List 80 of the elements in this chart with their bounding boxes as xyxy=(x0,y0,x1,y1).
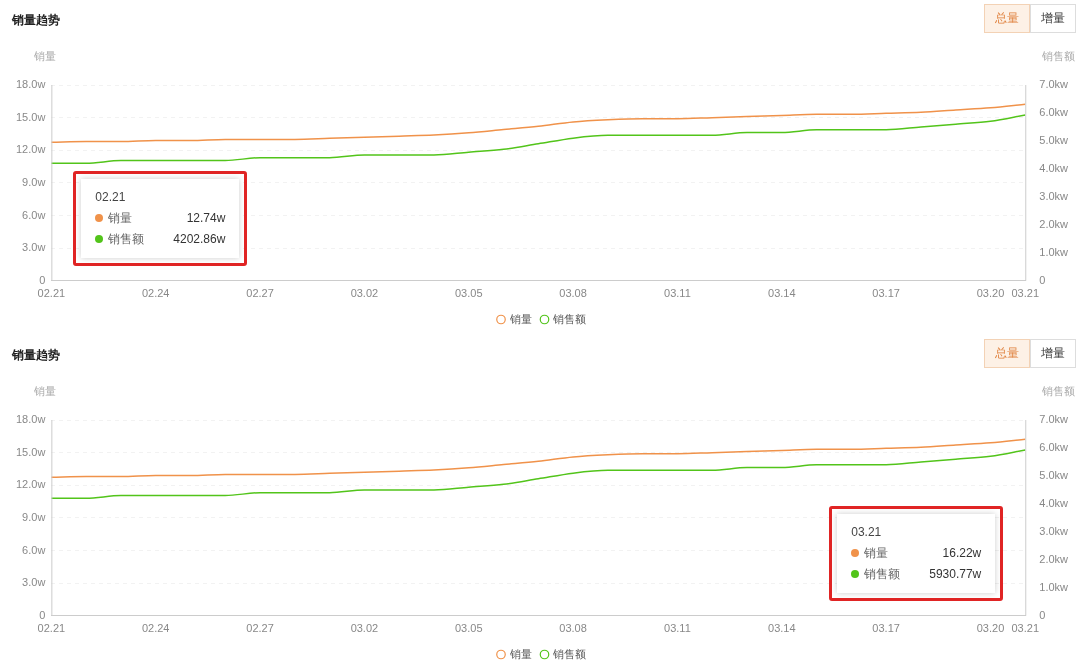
x-tick-label: 03.21 xyxy=(1011,287,1040,300)
x-tick-label: 03.20 xyxy=(976,622,1005,635)
y-tick-label: 12.0w xyxy=(15,143,46,156)
x-tick-label: 02.24 xyxy=(141,622,170,635)
y-tick-label: 12.0w xyxy=(15,478,46,491)
y-tick-label: 6.0w xyxy=(22,543,46,556)
x-tick-label: 03.02 xyxy=(350,622,379,635)
y2-tick-label: 1.0kw xyxy=(1039,580,1069,593)
text: 总量 xyxy=(984,4,1030,33)
annotation: 02.21 xyxy=(95,188,127,206)
y-tick-label: 15.0w xyxy=(15,445,46,458)
text: 增量 xyxy=(1030,339,1076,368)
annotation: 03.21 xyxy=(851,523,883,541)
x-tick-label: 02.21 xyxy=(37,287,66,300)
x-tick-label: 03.05 xyxy=(454,287,483,300)
y2-tick-label: 0 xyxy=(1039,608,1046,621)
y2-axis-title: 销售额 xyxy=(1041,385,1075,398)
x-tick-label: 03.20 xyxy=(976,287,1005,300)
annotation: 销售额 xyxy=(864,565,901,583)
y-axis-title: 销量 xyxy=(33,385,56,398)
x-tick-label: 03.11 xyxy=(664,287,691,300)
y2-tick-label: 7.0kw xyxy=(1039,78,1069,91)
y2-tick-label: 4.0kw xyxy=(1039,161,1069,174)
x-tick-label: 03.14 xyxy=(768,622,796,635)
x-tick-label: 03.17 xyxy=(872,287,900,300)
chart-title: 销量趋势 xyxy=(12,347,60,364)
legend-label: 销量 xyxy=(508,647,532,660)
annotation: 16.22w xyxy=(942,544,982,562)
y2-tick-label: 0 xyxy=(1039,273,1046,286)
x-tick-label: 03.05 xyxy=(454,622,483,635)
y2-tick-label: 5.0kw xyxy=(1039,468,1069,481)
annotation: 销量 xyxy=(108,209,133,227)
y-tick-label: 3.0w xyxy=(22,576,46,589)
legend-label: 销售额 xyxy=(552,312,586,325)
y2-tick-label: 2.0kw xyxy=(1039,552,1069,565)
y2-tick-label: 6.0kw xyxy=(1039,106,1069,118)
line-series xyxy=(50,114,1027,165)
y-tick-label: 9.0w xyxy=(22,175,46,188)
chart-title: 销量趋势 xyxy=(12,12,60,29)
x-tick-label: 03.08 xyxy=(559,287,587,300)
line-series xyxy=(50,438,1027,478)
x-tick-label: 03.21 xyxy=(1011,622,1040,635)
text: 增量 xyxy=(1030,4,1076,33)
text: 总量 xyxy=(984,339,1030,368)
y2-tick-label: 7.0kw xyxy=(1039,413,1069,426)
x-tick-label: 03.11 xyxy=(664,622,691,635)
annotation: 5930.77w xyxy=(929,565,982,583)
x-tick-label: 02.27 xyxy=(246,287,274,300)
y-tick-label: 6.0w xyxy=(22,208,46,221)
y2-tick-label: 2.0kw xyxy=(1039,217,1069,230)
y2-tick-label: 4.0kw xyxy=(1039,496,1069,509)
legend-label: 销量 xyxy=(508,312,532,325)
x-tick-label: 02.27 xyxy=(246,622,274,635)
y2-tick-label: 3.0kw xyxy=(1039,189,1069,202)
annotation: 销量 xyxy=(864,544,889,562)
annotation: 12.74w xyxy=(186,209,226,227)
y2-tick-label: 5.0kw xyxy=(1039,133,1069,146)
line-series xyxy=(50,449,1027,500)
y2-axis-title: 销售额 xyxy=(1041,50,1075,63)
y2-tick-label: 1.0kw xyxy=(1039,245,1069,258)
x-tick-label: 03.02 xyxy=(350,287,379,300)
y-tick-label: 18.0w xyxy=(15,413,46,426)
line-series xyxy=(50,103,1027,143)
x-tick-label: 03.08 xyxy=(559,622,587,635)
annotation: 4202.86w xyxy=(173,230,226,248)
y-tick-label: 9.0w xyxy=(22,510,46,523)
y2-tick-label: 6.0kw xyxy=(1039,441,1069,453)
y-tick-label: 0 xyxy=(39,608,46,621)
annotation: 销售额 xyxy=(108,230,145,248)
legend-label: 销售额 xyxy=(552,647,586,660)
x-tick-label: 02.21 xyxy=(37,622,66,635)
y-tick-label: 3.0w xyxy=(22,241,46,254)
y2-tick-label: 3.0kw xyxy=(1039,524,1069,537)
y-axis-title: 销量 xyxy=(33,50,56,63)
x-tick-label: 03.17 xyxy=(872,622,900,635)
y-tick-label: 18.0w xyxy=(15,78,46,91)
x-tick-label: 02.24 xyxy=(141,287,170,300)
x-tick-label: 03.14 xyxy=(768,287,796,300)
y-tick-label: 15.0w xyxy=(15,110,46,123)
y-tick-label: 0 xyxy=(39,273,46,286)
